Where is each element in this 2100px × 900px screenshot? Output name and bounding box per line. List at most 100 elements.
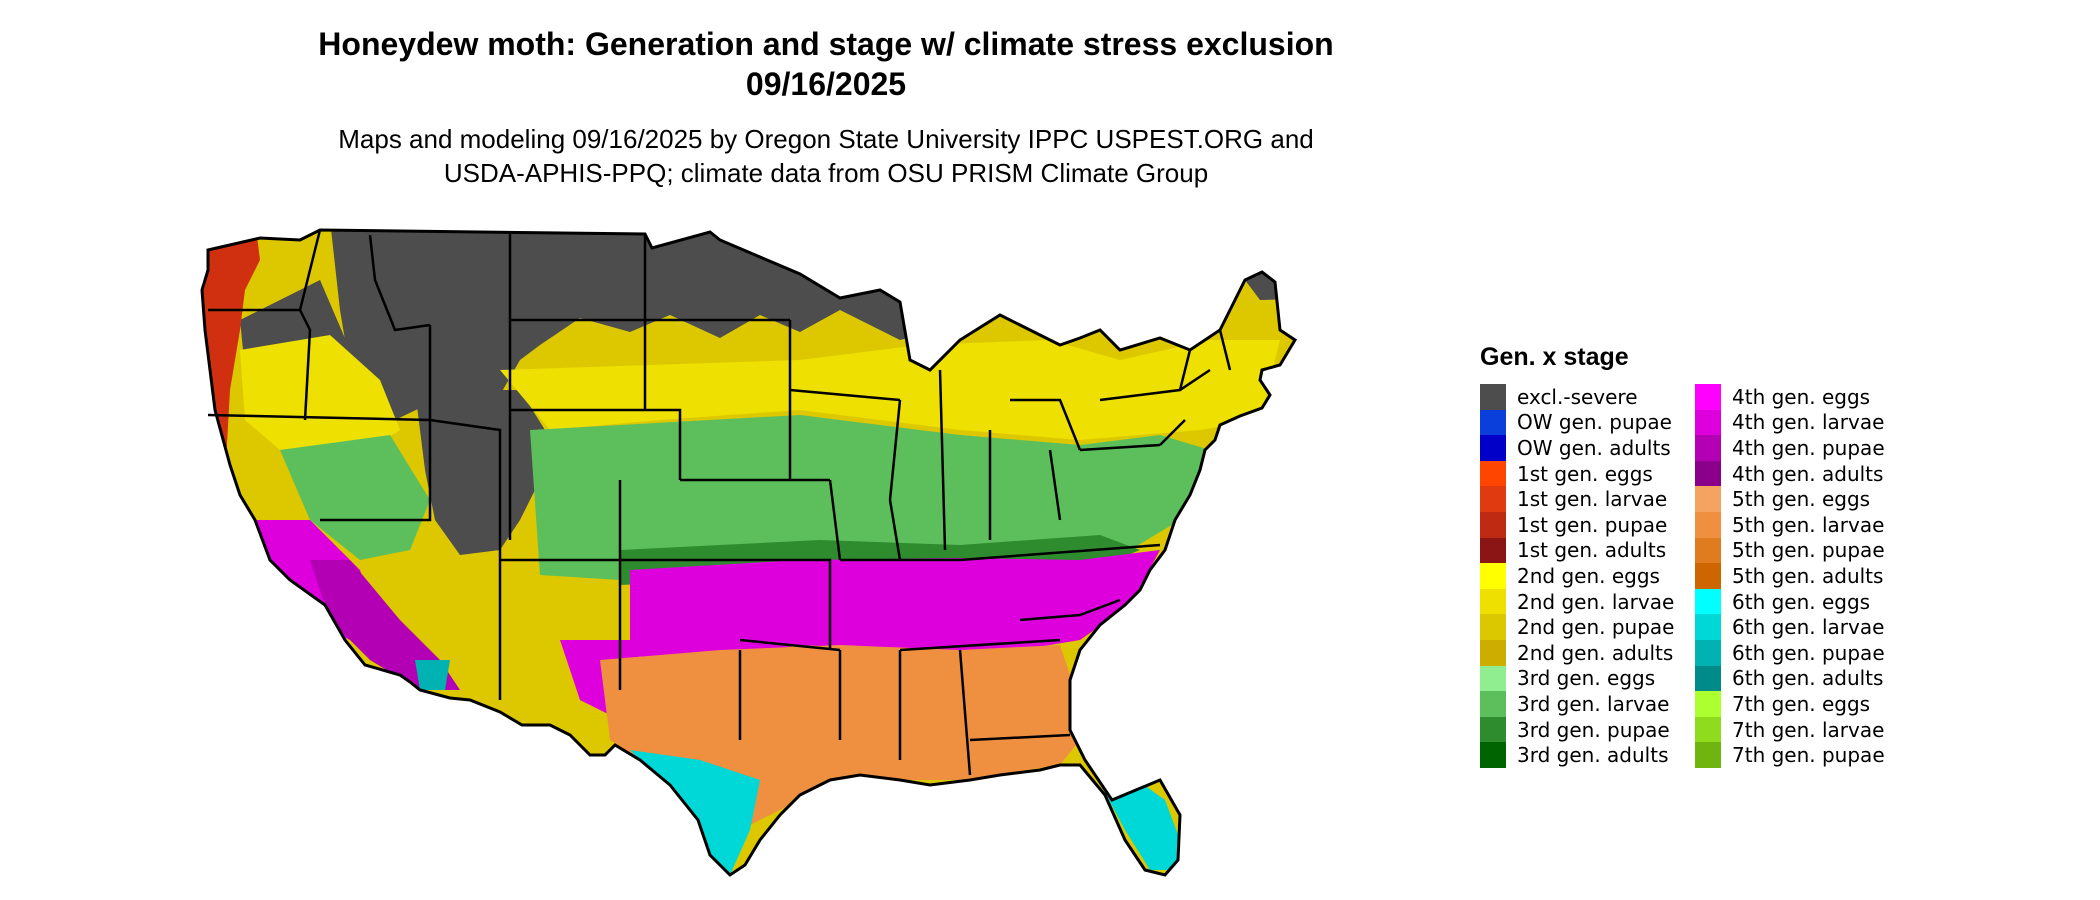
- legend-item: 1st gen. larvae: [1480, 486, 1695, 512]
- legend-label: excl.-severe: [1517, 384, 1638, 409]
- legend-swatch: [1480, 691, 1506, 717]
- legend-label: 6th gen. adults: [1732, 666, 1884, 691]
- legend-item: 5th gen. pupae: [1695, 537, 1910, 564]
- legend-item: 7th gen. pupae: [1695, 742, 1910, 768]
- map-subtitle: Maps and modeling 09/16/2025 by Oregon S…: [0, 122, 1652, 190]
- legend-columns: excl.-severe OW gen. pupae OW gen. adults 1…: [1480, 384, 1910, 768]
- legend-label: 4th gen. adults: [1732, 461, 1884, 486]
- legend-label: 3rd gen. eggs: [1517, 666, 1656, 691]
- legend-item: 6th gen. larvae: [1695, 614, 1910, 640]
- region-3rd-gen-larvae-west: [280, 435, 430, 560]
- legend-swatch: [1480, 614, 1506, 640]
- legend-title: Gen. x stage: [1480, 343, 1629, 371]
- legend-item: 2nd gen. adults: [1480, 639, 1695, 666]
- legend-item: 2nd gen. larvae: [1480, 588, 1695, 615]
- legend-swatch: [1695, 691, 1721, 717]
- map-subtitle-line2: USDA-APHIS-PPQ; climate data from OSU PR…: [443, 158, 1209, 188]
- map-title-line1: Honeydew moth: Generation and stage w/ c…: [318, 26, 1334, 62]
- legend-item: 4th gen. adults: [1695, 460, 1910, 487]
- legend-item: 3rd gen. adults: [1480, 742, 1695, 768]
- legend-swatch: [1695, 486, 1721, 512]
- legend-item: 5th gen. eggs: [1695, 486, 1910, 512]
- legend-label: 3rd gen. larvae: [1517, 691, 1670, 716]
- legend-swatch: [1480, 742, 1506, 768]
- legend-swatch: [1480, 716, 1506, 743]
- legend-label: 3rd gen. pupae: [1517, 717, 1670, 742]
- legend-swatch: [1480, 460, 1506, 487]
- legend-item: 6th gen. adults: [1695, 665, 1910, 692]
- legend-label: 2nd gen. larvae: [1517, 589, 1675, 614]
- legend-item: 3rd gen. larvae: [1480, 691, 1695, 717]
- legend-swatch: [1695, 665, 1721, 692]
- legend-label: 5th gen. adults: [1732, 563, 1884, 588]
- legend-item: 1st gen. eggs: [1480, 460, 1695, 487]
- legend-label: 4th gen. eggs: [1732, 384, 1871, 409]
- legend-swatch: [1695, 563, 1721, 589]
- legend-label: 1st gen. eggs: [1517, 461, 1653, 486]
- legend-label: 5th gen. eggs: [1732, 487, 1871, 512]
- legend-swatch: [1480, 563, 1506, 589]
- legend-swatch: [1480, 486, 1506, 512]
- region-6th-gen-desert: [415, 660, 450, 690]
- legend-label: 7th gen. pupae: [1732, 743, 1885, 768]
- us-map: [200, 228, 1298, 877]
- legend-swatch: [1480, 588, 1506, 615]
- legend-item: 1st gen. adults: [1480, 537, 1695, 564]
- legend-swatch: [1480, 537, 1506, 564]
- legend-label: 6th gen. eggs: [1732, 589, 1871, 614]
- state-boundaries: [207, 229, 1232, 776]
- region-2nd-gen-larvae-west: [240, 335, 400, 460]
- legend-item: 5th gen. larvae: [1695, 511, 1910, 538]
- legend-label: OW gen. pupae: [1517, 410, 1672, 435]
- legend-label: 2nd gen. adults: [1517, 640, 1674, 665]
- legend-label: 2nd gen. pupae: [1517, 615, 1675, 640]
- map-title: Honeydew moth: Generation and stage w/ c…: [0, 24, 1652, 104]
- legend-swatch: [1695, 614, 1721, 640]
- legend-item: OW gen. adults: [1480, 435, 1695, 461]
- region-excluded-colorado: [415, 390, 545, 555]
- legend-swatch: [1695, 460, 1721, 487]
- legend-swatch: [1695, 537, 1721, 564]
- legend-item: 6th gen. pupae: [1695, 639, 1910, 666]
- region-excluded-north: [330, 230, 920, 432]
- legend-item: 4th gen. eggs: [1695, 384, 1910, 410]
- legend-item: 4th gen. larvae: [1695, 409, 1910, 436]
- map-title-date: 09/16/2025: [745, 66, 907, 102]
- legend-swatch: [1480, 435, 1506, 461]
- legend-label: 3rd gen. adults: [1517, 743, 1669, 768]
- legend-label: 5th gen. pupae: [1732, 538, 1885, 563]
- legend-label: 1st gen. larvae: [1517, 487, 1668, 512]
- legend-label: OW gen. adults: [1517, 435, 1671, 460]
- legend-item: 3rd gen. eggs: [1480, 665, 1695, 692]
- legend-swatch: [1480, 639, 1506, 666]
- legend-swatch: [1695, 716, 1721, 743]
- region-excluded-northeast: [920, 230, 1295, 330]
- legend-label: 7th gen. eggs: [1732, 691, 1871, 716]
- legend-label: 4th gen. larvae: [1732, 410, 1885, 435]
- legend-swatch: [1695, 511, 1721, 538]
- region-4th-gen-desert: [310, 560, 460, 690]
- legend-label: 1st gen. pupae: [1517, 512, 1668, 537]
- legend-swatch: [1695, 409, 1721, 436]
- legend-item: OW gen. pupae: [1480, 409, 1695, 436]
- legend-label: 6th gen. larvae: [1732, 615, 1885, 640]
- region-2nd-gen-larvae: [500, 340, 1280, 440]
- legend-item: 1st gen. pupae: [1480, 511, 1695, 538]
- region-4th-gen-larvae: [630, 550, 1160, 675]
- legend-swatch: [1695, 384, 1721, 410]
- us-outline: [200, 228, 1298, 877]
- legend-swatch: [1480, 665, 1506, 692]
- legend-label: 5th gen. larvae: [1732, 512, 1885, 537]
- legend-item: 4th gen. pupae: [1695, 435, 1910, 461]
- legend-swatch: [1480, 409, 1506, 436]
- legend-column-2: 4th gen. eggs 4th gen. larvae 4th gen. pup…: [1695, 384, 1910, 768]
- legend-label: 6th gen. pupae: [1732, 640, 1885, 665]
- legend-item: 6th gen. eggs: [1695, 588, 1910, 615]
- legend-column-1: excl.-severe OW gen. pupae OW gen. adults 1…: [1480, 384, 1695, 768]
- region-3rd-gen-larvae: [530, 415, 1210, 580]
- legend-swatch: [1695, 435, 1721, 461]
- legend-label: 2nd gen. eggs: [1517, 563, 1660, 588]
- legend-item: 2nd gen. eggs: [1480, 563, 1695, 589]
- legend-swatch: [1480, 511, 1506, 538]
- legend-swatch: [1695, 742, 1721, 768]
